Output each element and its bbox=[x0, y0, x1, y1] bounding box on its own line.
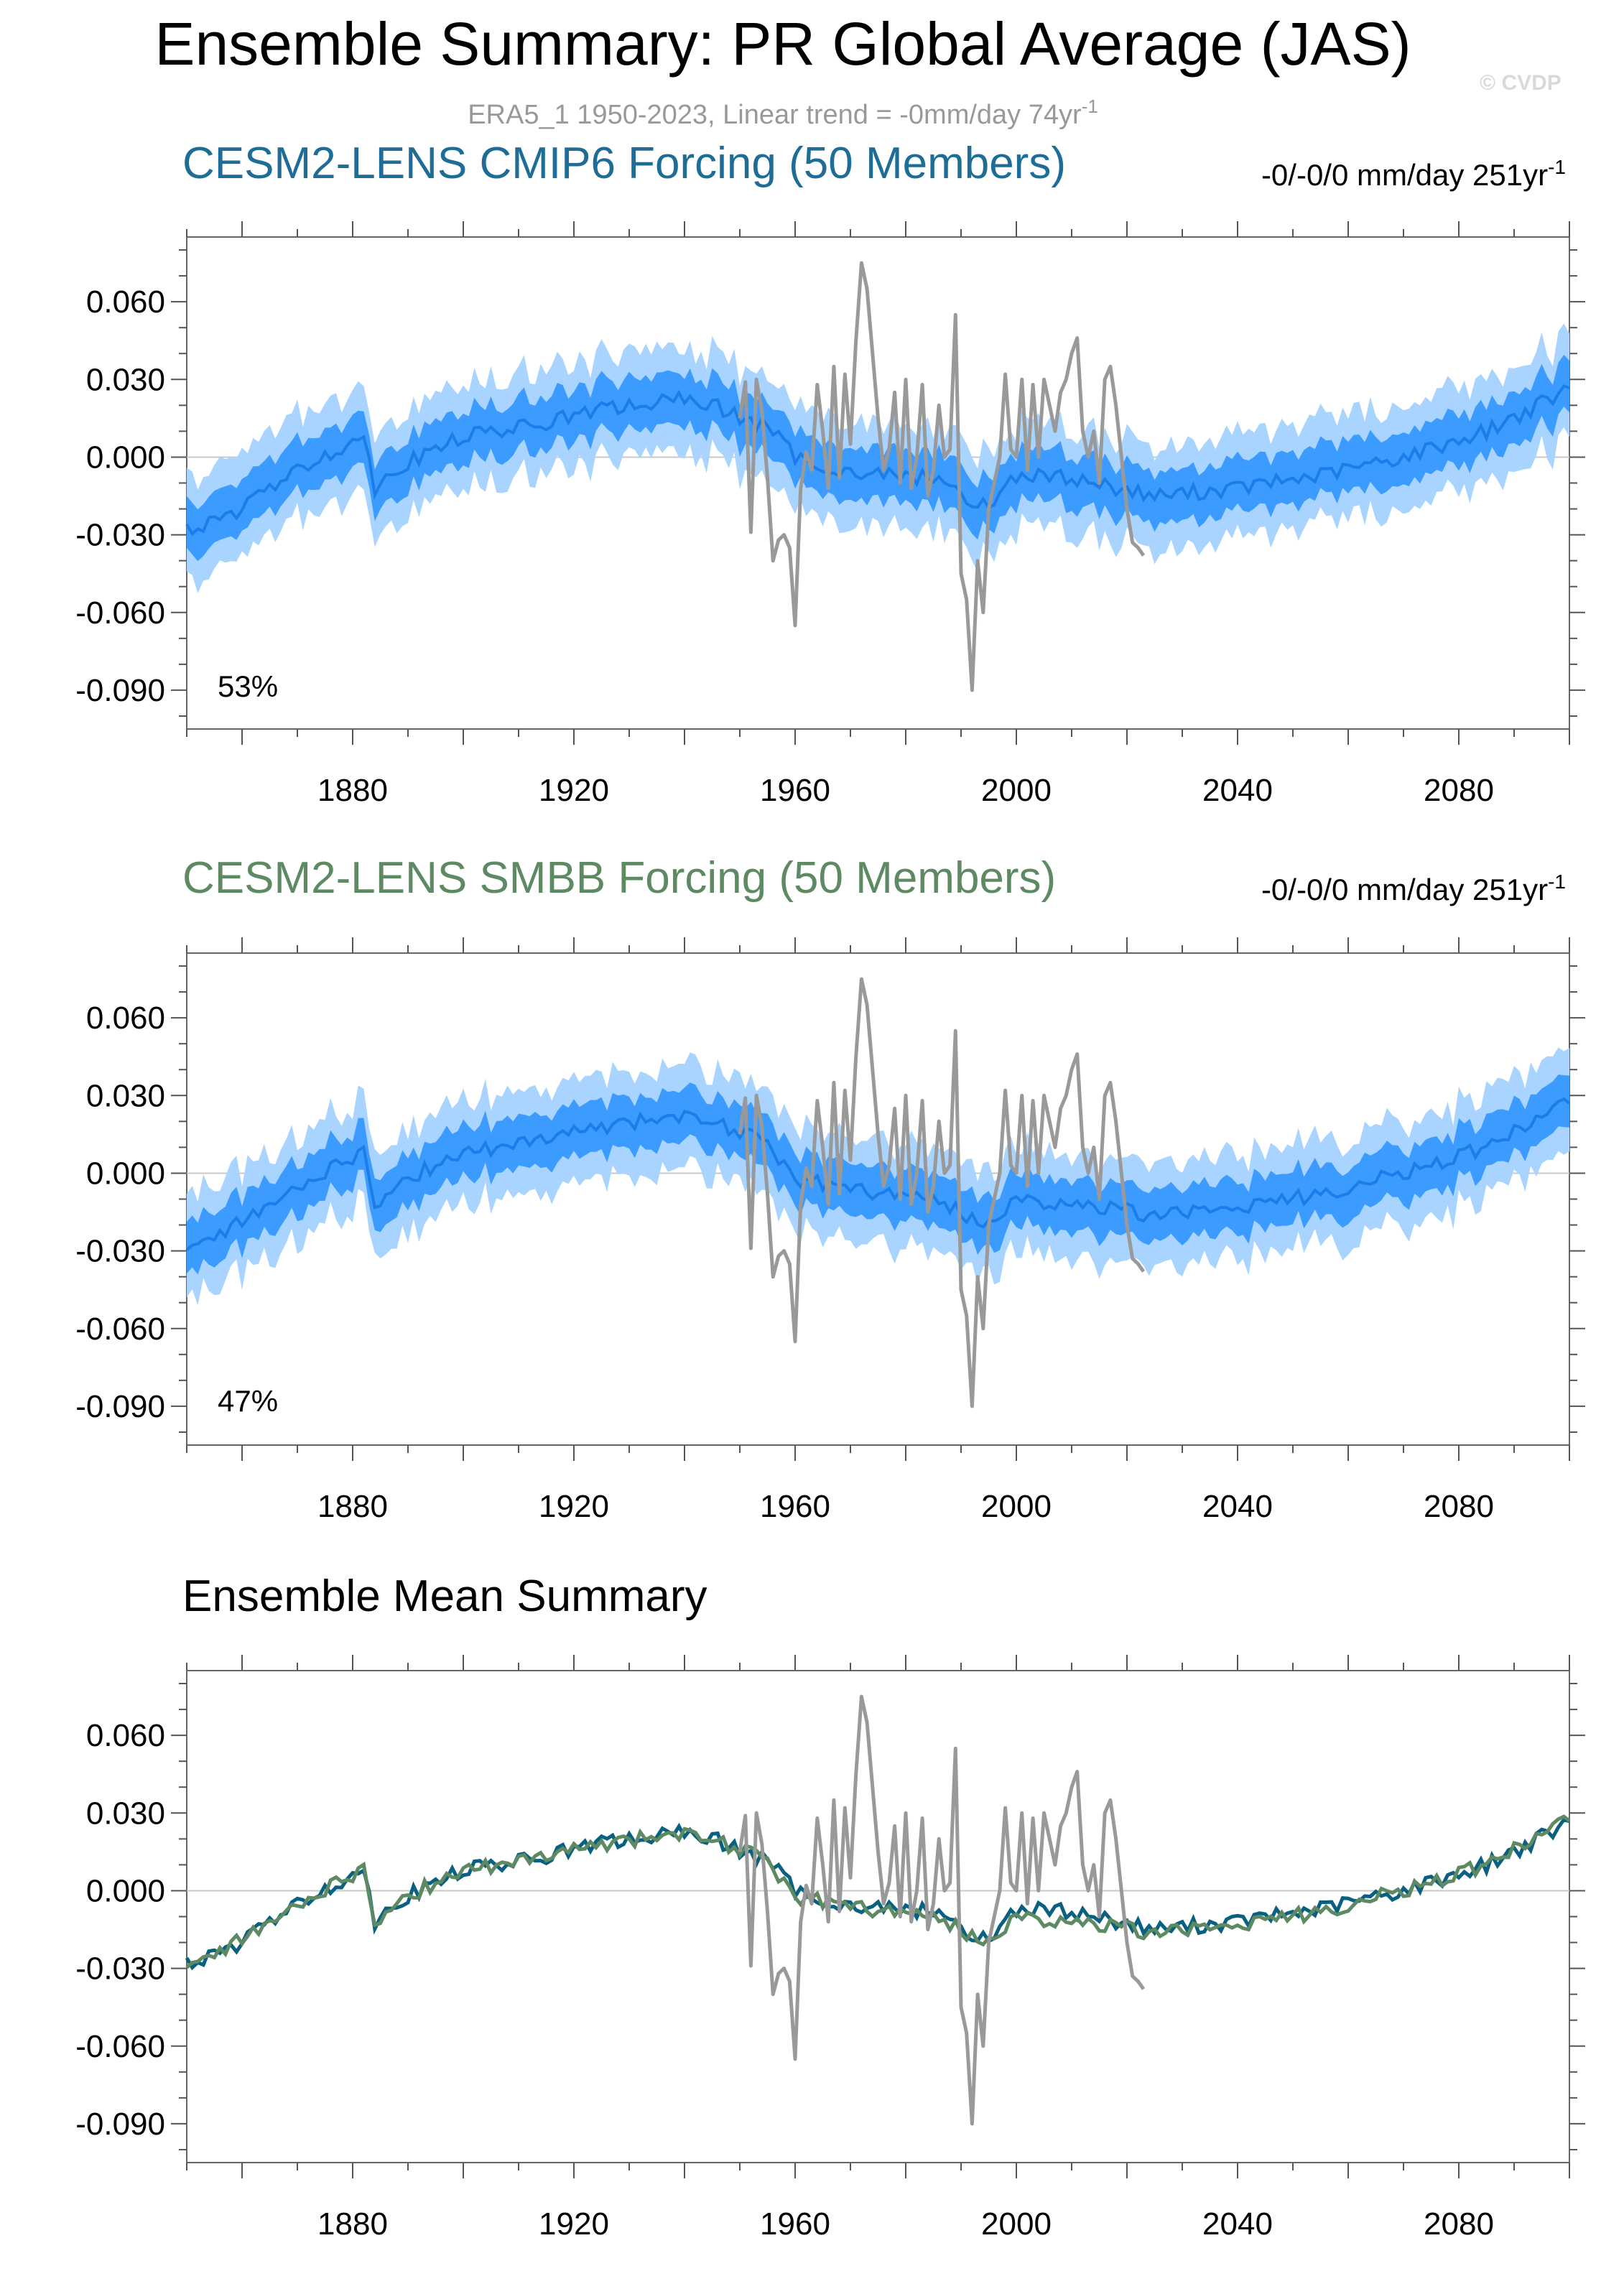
smbb-mean-line bbox=[185, 1814, 1571, 1969]
x-tick-label: 2040 bbox=[1202, 773, 1273, 808]
panel-smbb-plot: 0.060 0.030 0.000 -0.030 -0.060 -0.090 1880 192… bbox=[75, 937, 1585, 1524]
panel-smbb-trend-text: -0/-0/0 mm/day 251yr bbox=[1261, 873, 1548, 906]
x-tick-label: 1880 bbox=[317, 2206, 388, 2242]
y-tick-label: -0.090 bbox=[75, 673, 165, 708]
x-tick-label: 1880 bbox=[317, 773, 388, 808]
cmip6-mean-line bbox=[185, 1817, 1570, 1971]
panel-cmip6-trend-sup: -1 bbox=[1548, 156, 1566, 178]
x-tick-label: 1960 bbox=[760, 773, 830, 808]
figure-title: Ensemble Summary: PR Global Average (JAS… bbox=[154, 10, 1411, 78]
y-tick-label: -0.090 bbox=[75, 1389, 165, 1424]
y-tick-label: 0.000 bbox=[86, 1156, 165, 1191]
panel-cmip6: CESM2-LENS CMIP6 Forcing (50 Members) -0… bbox=[75, 139, 1585, 808]
x-tick-label: 2040 bbox=[1202, 1489, 1273, 1524]
observation-line bbox=[738, 1694, 1146, 2126]
y-tick-label: -0.030 bbox=[75, 518, 165, 553]
observation-subtitle: ERA5_1 1950-2023, Linear trend = -0mm/da… bbox=[468, 96, 1098, 130]
x-tick-label: 1920 bbox=[539, 1489, 609, 1524]
panel-cmip6-title: CESM2-LENS CMIP6 Forcing (50 Members) bbox=[182, 139, 1066, 188]
observation-line bbox=[738, 261, 1146, 692]
panel-cmip6-plot: 0.060 0.030 0.000 -0.030 -0.060 -0.090 1880 192… bbox=[75, 221, 1585, 808]
y-tick-label: -0.060 bbox=[75, 1311, 165, 1347]
x-tick-label: 1960 bbox=[760, 2206, 830, 2242]
x-tick-label: 1880 bbox=[317, 1489, 388, 1524]
panel-ensemble-mean-title: Ensemble Mean Summary bbox=[182, 1571, 707, 1621]
y-tick-label: 0.060 bbox=[86, 1718, 165, 1753]
observation-subtitle-text: ERA5_1 1950-2023, Linear trend = -0mm/da… bbox=[468, 100, 1082, 130]
y-tick-label: 0.000 bbox=[86, 1873, 165, 1908]
panel-cmip6-trend-text: -0/-0/0 mm/day 251yr bbox=[1261, 158, 1548, 192]
ensemble-iqr-band bbox=[187, 355, 1569, 562]
panel-smbb-trend: -0/-0/0 mm/day 251yr-1 bbox=[1261, 870, 1566, 906]
y-tick-label: -0.060 bbox=[75, 595, 165, 631]
panel-smbb-title: CESM2-LENS SMBB Forcing (50 Members) bbox=[182, 853, 1056, 903]
y-tick-label: -0.060 bbox=[75, 2029, 165, 2064]
observation-line bbox=[738, 977, 1146, 1408]
ensemble-mean-line bbox=[185, 1097, 1571, 1251]
y-tick-label: 0.030 bbox=[86, 1078, 165, 1113]
panel-smbb-percent: 47% bbox=[218, 1384, 278, 1418]
panel-cmip6-percent: 53% bbox=[218, 669, 278, 703]
x-tick-label: 2000 bbox=[981, 773, 1052, 808]
x-tick-label: 2040 bbox=[1202, 2206, 1273, 2242]
y-tick-label: -0.090 bbox=[75, 2107, 165, 2142]
y-tick-label: 0.000 bbox=[86, 440, 165, 475]
ensemble-iqr-band bbox=[187, 1074, 1569, 1275]
x-tick-label: 1960 bbox=[760, 1489, 830, 1524]
x-tick-label: 2080 bbox=[1424, 773, 1494, 808]
y-tick-label: -0.030 bbox=[75, 1951, 165, 1987]
x-tick-label: 2080 bbox=[1424, 1489, 1494, 1524]
x-tick-label: 2000 bbox=[981, 2206, 1052, 2242]
y-tick-label: 0.060 bbox=[86, 284, 165, 320]
y-tick-label: 0.030 bbox=[86, 1796, 165, 1831]
x-tick-label: 1920 bbox=[539, 773, 609, 808]
ensemble-mean-line bbox=[185, 384, 1570, 537]
x-tick-label: 2000 bbox=[981, 1489, 1052, 1524]
copyright-label: © CVDP bbox=[1480, 71, 1562, 95]
y-tick-label: 0.030 bbox=[86, 362, 165, 397]
panel-smbb: CESM2-LENS SMBB Forcing (50 Members) -0/… bbox=[75, 853, 1585, 1524]
x-tick-label: 2080 bbox=[1424, 2206, 1494, 2242]
panel-ensemble-mean-plot: 0.060 0.030 0.000 -0.030 -0.060 -0.090 1880 192… bbox=[75, 1655, 1585, 2242]
y-tick-label: 0.060 bbox=[86, 1000, 165, 1036]
panel-smbb-trend-sup: -1 bbox=[1548, 870, 1566, 893]
panel-ensemble-mean: Ensemble Mean Summary 0.060 0.030 0.000 -0.… bbox=[75, 1571, 1585, 2242]
x-tick-label: 1920 bbox=[539, 2206, 609, 2242]
observation-subtitle-sup: -1 bbox=[1082, 96, 1098, 117]
panel-cmip6-trend: -0/-0/0 mm/day 251yr-1 bbox=[1261, 156, 1566, 192]
y-tick-label: -0.030 bbox=[75, 1234, 165, 1269]
